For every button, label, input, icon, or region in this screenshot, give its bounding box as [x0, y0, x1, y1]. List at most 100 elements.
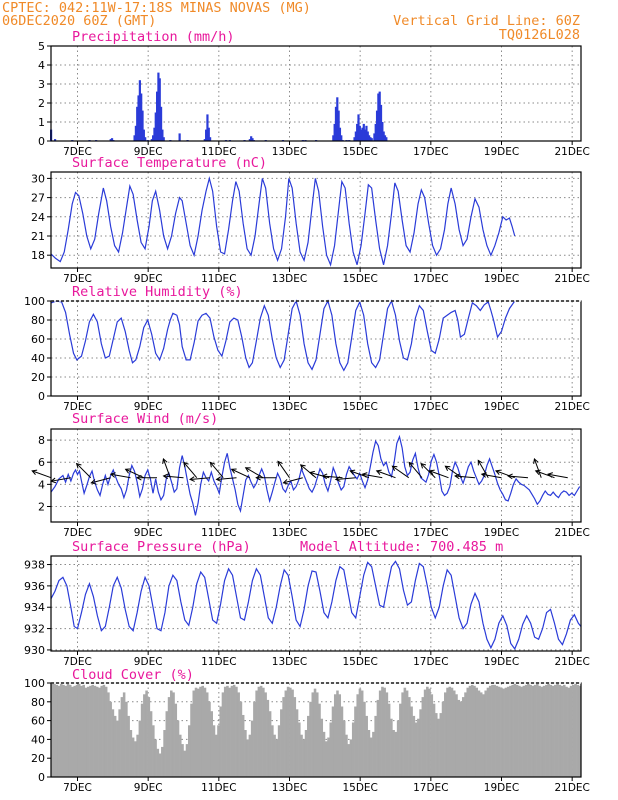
cloud-bar: [304, 730, 308, 777]
x-tick-label: 19DEC: [484, 401, 519, 413]
y-tick-label: 4: [38, 478, 45, 491]
cloud-bar: [250, 720, 254, 777]
precip-bar: [162, 137, 165, 141]
wind-arrow-head: [391, 465, 398, 471]
cloud-bar: [131, 737, 135, 777]
cloud-bar: [268, 711, 272, 777]
x-tick-label: 11DEC: [201, 782, 236, 794]
cloud-bar: [484, 690, 487, 777]
panel-0: Precipitation (mm/h) 0 1 2 3 4 5 7DEC 9DEC 11DEC 1…: [38, 29, 590, 158]
x-tick-label: 15DEC: [342, 527, 377, 539]
cloud-bar: [333, 694, 337, 777]
x-tick-label: 11DEC: [201, 401, 236, 413]
cloud-bar: [77, 683, 81, 777]
precip-bar: [366, 131, 369, 141]
cloud-bar: [248, 734, 252, 777]
cloud-bar: [470, 684, 474, 777]
precip-bar: [203, 139, 206, 141]
wind-arrow-head: [533, 457, 539, 464]
cloud-bar: [71, 686, 74, 777]
wind-arrow-shaft: [408, 462, 423, 479]
precip-bar: [137, 95, 140, 141]
header-date: 06DEC2020 60Z (GMT): [2, 13, 156, 29]
cloud-bar: [196, 688, 200, 777]
precip-bar: [332, 135, 335, 141]
cloud-bar: [459, 701, 463, 777]
cloud-bar: [574, 683, 577, 777]
precip-bar: [370, 138, 373, 141]
cloud-bar: [152, 725, 155, 777]
cloud-bar: [376, 699, 380, 777]
cloud-bar: [338, 694, 342, 777]
wind-arrow: [375, 469, 396, 479]
cloud-bar: [450, 687, 454, 777]
cloud-bar: [253, 701, 256, 777]
y-tick-label: 80: [31, 314, 45, 327]
cloud-bar: [122, 692, 126, 777]
precip-bar: [358, 125, 361, 141]
cloud-bar: [316, 692, 319, 777]
wind-arrow-shaft: [216, 477, 237, 480]
cloud-bar: [176, 720, 180, 777]
cloud-bar: [145, 690, 148, 777]
precip-bar: [378, 91, 381, 141]
cloud-bar: [439, 713, 443, 777]
cloud-bar: [129, 730, 133, 777]
cloud-bar: [331, 706, 335, 777]
wind-arrow: [444, 465, 463, 479]
precip-bar: [133, 135, 136, 141]
wind-arrow-shaft: [420, 463, 436, 479]
cloud-bar: [432, 703, 436, 777]
cloud-bar: [154, 739, 157, 777]
cloud-bar: [295, 709, 299, 777]
cloud-bar: [280, 709, 283, 777]
cloud-bar: [190, 703, 193, 777]
cloud-bar: [98, 687, 101, 777]
cloud-bar: [441, 701, 445, 777]
cloud-bar: [448, 686, 452, 777]
cloud-bar: [68, 684, 72, 777]
wind-arrow-head: [308, 470, 315, 477]
cloud-bar: [399, 703, 402, 777]
precip-bar: [207, 127, 210, 141]
y-tick-label: 24: [31, 211, 45, 224]
cloud-bar: [457, 699, 461, 777]
panel-2: Relative Humidity (%) 0 20 40 60 80 100 7DEC 9DE…: [24, 284, 590, 413]
precip-bar: [368, 135, 371, 141]
cloud-bar: [100, 685, 103, 777]
cloud-bar: [257, 686, 261, 777]
y-tick-label: 932: [24, 623, 45, 636]
cloud-bar: [147, 697, 151, 777]
wind-arrow: [90, 477, 111, 485]
x-tick-label: 11DEC: [201, 527, 236, 539]
precip-bar: [338, 127, 342, 141]
x-tick-label: 7DEC: [63, 782, 92, 794]
header-station: CPTEC: 042:11W-17:18S MINAS NOVAS (MG): [2, 0, 311, 16]
cloud-bar: [289, 687, 292, 777]
wind-arrow-shaft: [455, 475, 476, 479]
y-tick-label: 80: [31, 696, 45, 709]
x-tick-label: 13DEC: [272, 273, 307, 285]
x-tick-label: 11DEC: [201, 146, 236, 158]
cloud-bar: [495, 685, 499, 777]
cloud-bar: [322, 731, 326, 777]
wind-arrow-shaft: [277, 461, 290, 479]
cloud-bar: [461, 697, 465, 777]
cloud-bar: [275, 739, 279, 777]
cloud-bar: [221, 692, 225, 777]
wind-arrow-head: [162, 457, 168, 464]
precip-bar: [340, 135, 343, 141]
cloud-bar: [203, 687, 207, 777]
wind-arrow: [282, 477, 303, 485]
precip-bar: [152, 135, 155, 141]
x-tick-label: 17DEC: [413, 782, 448, 794]
precip-bar: [353, 137, 356, 141]
x-tick-label: 15DEC: [342, 656, 377, 668]
cloud-bar: [468, 685, 472, 777]
panel-title: Surface Pressure (hPa): [72, 539, 251, 555]
wind-arrow-head: [494, 469, 501, 475]
cloud-bar: [53, 683, 56, 777]
cloud-bar: [136, 734, 139, 777]
y-tick-label: 27: [31, 192, 45, 205]
